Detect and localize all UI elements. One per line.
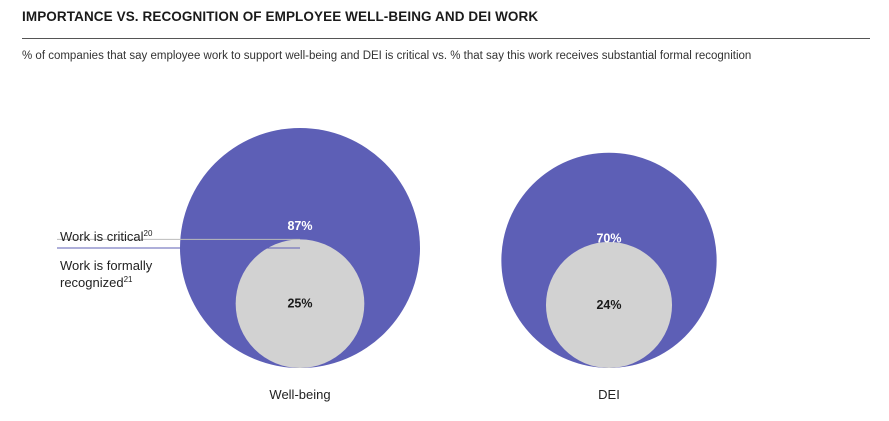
value-label-recognized-1: 25% <box>287 297 312 311</box>
bubble-recognized-1 <box>235 239 365 368</box>
title-divider <box>22 38 870 39</box>
annotation-recognized: Work is formally recognized21 <box>60 258 153 290</box>
bubble-recognized-2 <box>545 241 673 368</box>
value-label-critical-1: 87% <box>287 219 312 233</box>
category-label-1: Well-being <box>269 387 330 402</box>
chart-subtitle: % of companies that say employee work to… <box>22 50 752 62</box>
value-label-recognized-2: 24% <box>596 298 621 312</box>
chart-title: IMPORTANCE VS. RECOGNITION OF EMPLOYEE W… <box>22 9 539 24</box>
annotation-critical: Work is critical20 <box>60 229 153 244</box>
value-label-critical-2: 70% <box>596 231 621 245</box>
category-label-2: DEI <box>598 387 620 402</box>
